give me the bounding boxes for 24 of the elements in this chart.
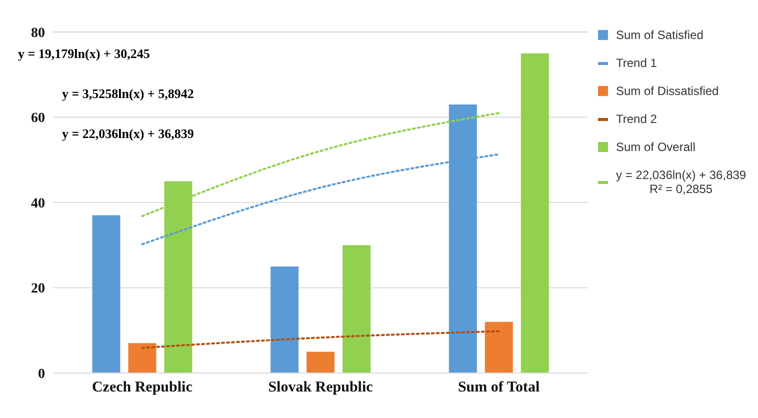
annotation: y = 22,036ln(x) + 36,839 xyxy=(62,125,194,143)
annotation: y = 3,5258ln(x) + 5,8942 xyxy=(62,85,194,103)
x-tick-label: Czech Republic xyxy=(92,380,193,396)
legend-label: Sum of Overall xyxy=(616,140,696,154)
bar xyxy=(270,266,299,373)
bar xyxy=(484,322,513,373)
y-tick-label: 60 xyxy=(31,111,45,126)
bar xyxy=(306,352,335,373)
y-tick-label: 80 xyxy=(31,26,45,41)
legend-label: Trend 1 xyxy=(616,56,657,70)
bar xyxy=(128,343,156,373)
bar xyxy=(92,215,120,373)
annotation: y = 19,179ln(x) + 30,245 xyxy=(18,46,150,61)
legend-label: Sum of Satisfied xyxy=(616,28,704,42)
legend-label: y = 22,036ln(x) + 36,839 R² = 0,2855 xyxy=(616,168,746,196)
bar xyxy=(520,53,549,373)
y-tick-label: 40 xyxy=(31,196,45,212)
legend-label: Sum of Dissatisfied xyxy=(616,84,719,98)
bar xyxy=(342,245,371,373)
x-tick-label: Sum of Total xyxy=(458,380,540,396)
legend-label: Trend 2 xyxy=(616,112,657,126)
y-tick-label: 0 xyxy=(38,366,45,382)
x-tick-label: Slovak Republic xyxy=(268,380,374,396)
y-tick-label: 20 xyxy=(31,282,45,297)
